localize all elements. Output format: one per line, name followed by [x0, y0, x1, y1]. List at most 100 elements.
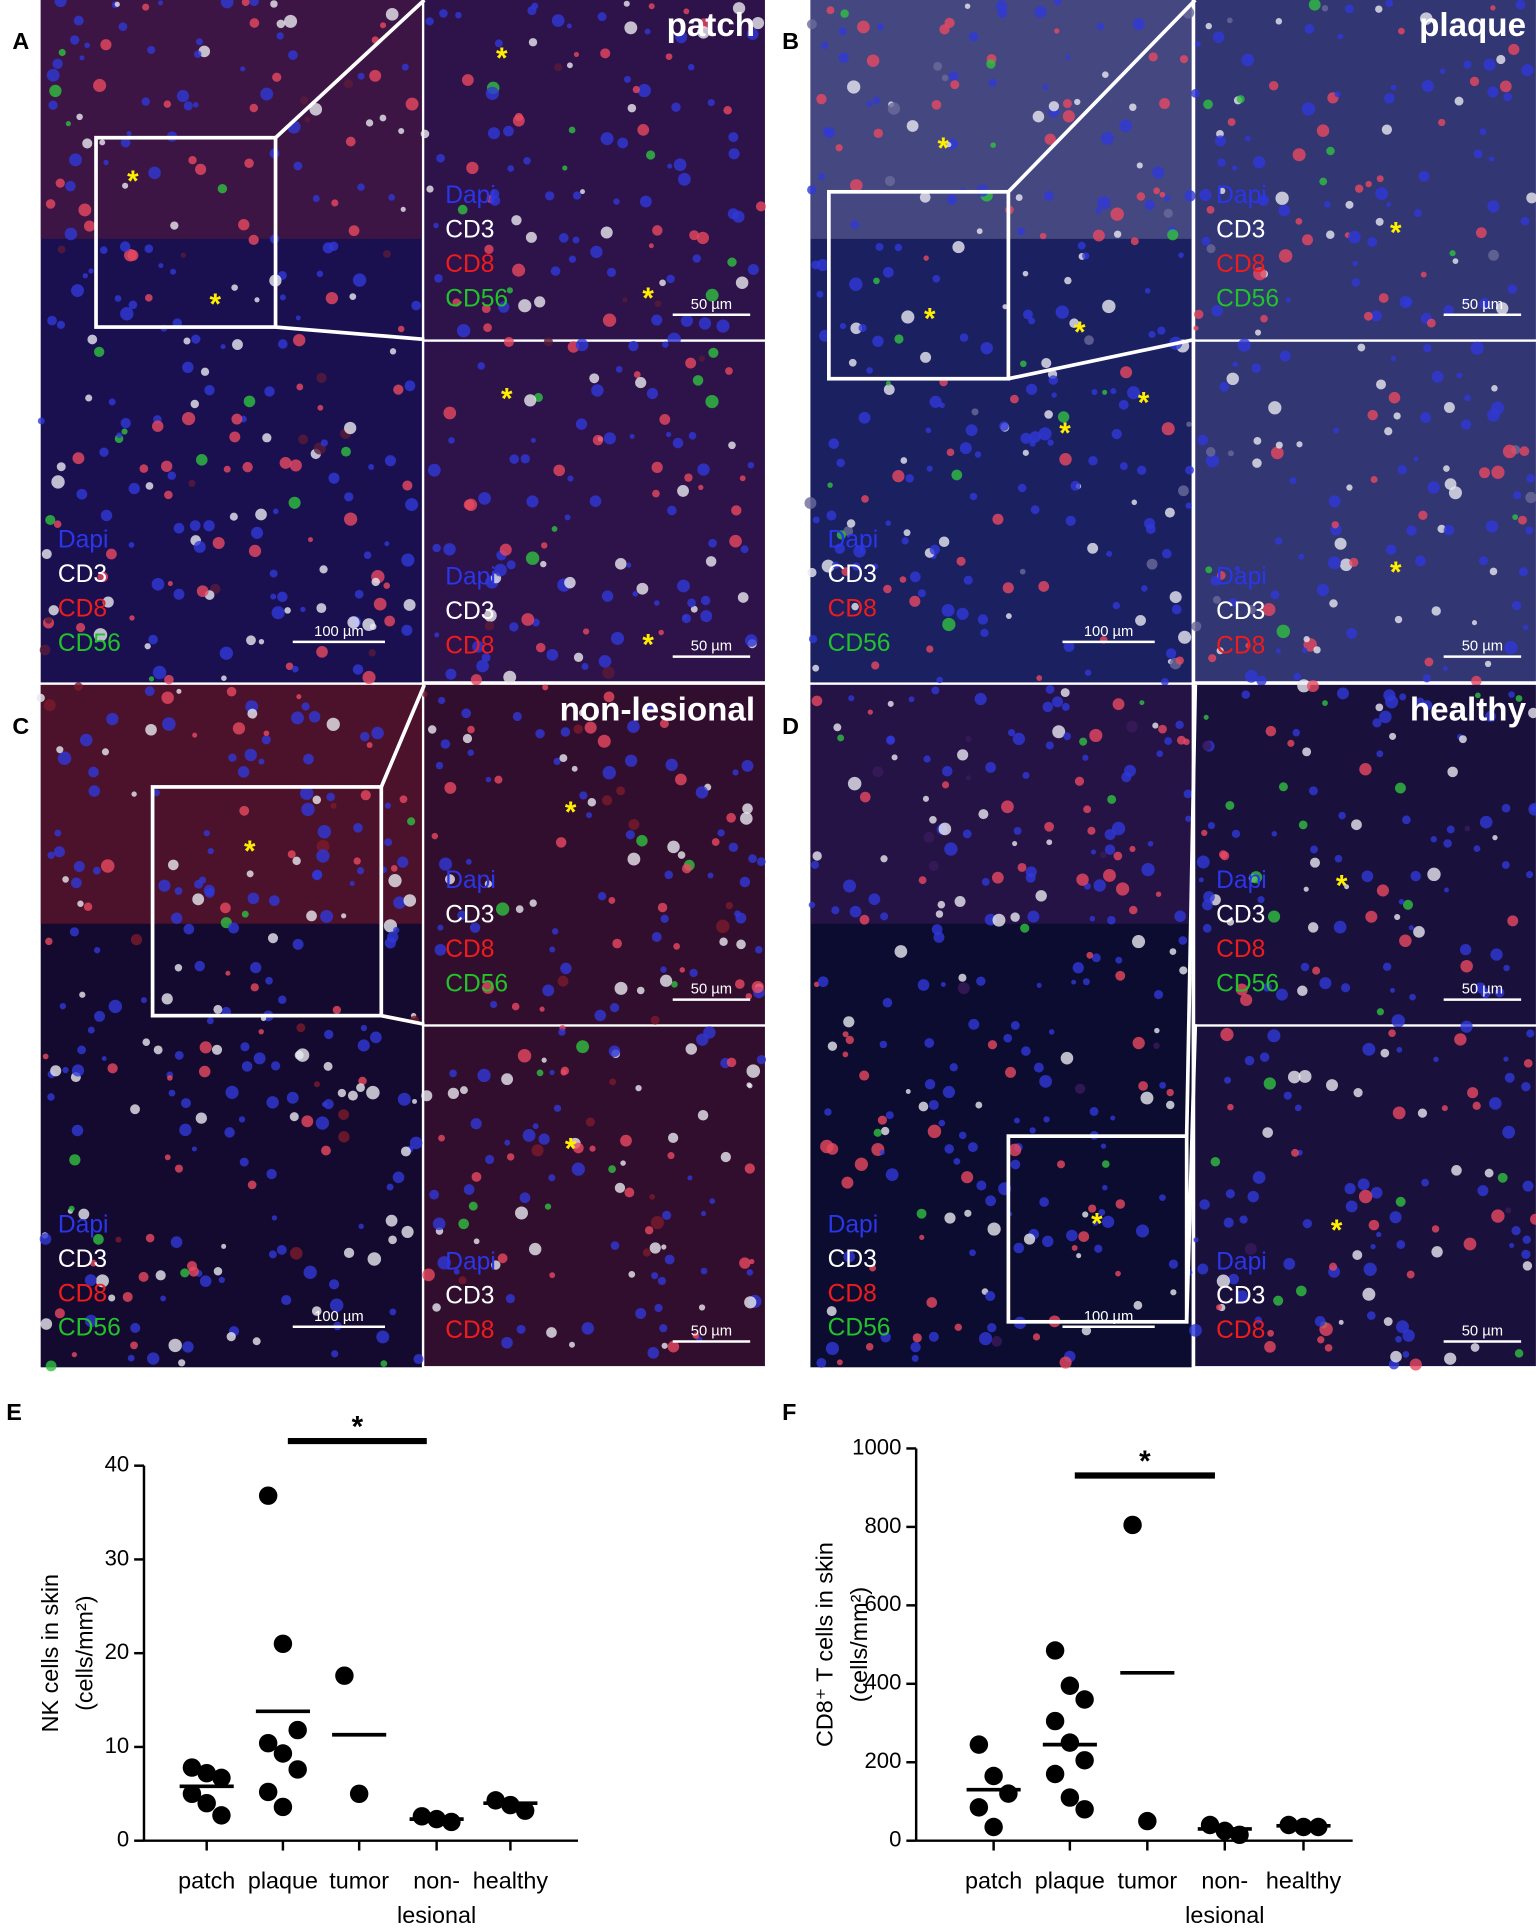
channel-label: CD8	[445, 251, 494, 278]
cell	[608, 1165, 616, 1173]
cell	[463, 499, 475, 511]
cell	[880, 1332, 891, 1343]
cell	[1231, 165, 1238, 171]
cell	[658, 629, 664, 636]
cell	[1029, 1127, 1036, 1134]
cell	[56, 462, 66, 472]
cell	[221, 1243, 227, 1249]
cell	[986, 59, 996, 69]
cell	[1102, 389, 1108, 395]
cell	[213, 1004, 223, 1014]
cell	[1091, 953, 1101, 963]
cell	[1302, 1218, 1312, 1229]
cell	[917, 979, 930, 991]
cell	[242, 461, 253, 473]
cell	[1226, 17, 1233, 24]
cell	[903, 529, 911, 537]
channel-label: CD3	[1216, 598, 1265, 625]
cell	[612, 938, 622, 949]
cell	[578, 709, 586, 717]
cell	[840, 9, 849, 18]
cell	[72, 452, 85, 465]
cell	[313, 1081, 320, 1088]
y-tick-label: 20	[105, 1639, 130, 1664]
cell	[1379, 710, 1392, 724]
cell	[1119, 462, 1128, 471]
cell	[155, 1270, 166, 1281]
cell	[170, 912, 183, 924]
cell	[286, 1091, 299, 1104]
cell	[1528, 802, 1536, 816]
cell	[1241, 53, 1255, 67]
cell	[1005, 1066, 1017, 1078]
cell	[1136, 1224, 1150, 1238]
channel-label: CD8	[1216, 936, 1265, 963]
cell	[726, 812, 736, 823]
cell	[56, 320, 66, 329]
cell	[1388, 1029, 1396, 1037]
cell	[821, 559, 835, 573]
cell	[477, 1068, 491, 1083]
cell	[1278, 249, 1293, 263]
cell	[1217, 158, 1226, 167]
cell	[349, 293, 357, 300]
cell	[369, 69, 382, 82]
cell	[667, 1152, 675, 1160]
x-tick-label: healthy	[473, 1868, 549, 1894]
cell	[847, 776, 862, 791]
cell	[597, 12, 607, 22]
cell	[1394, 913, 1401, 921]
cell	[1027, 910, 1040, 923]
cell	[524, 394, 537, 407]
cell	[1216, 1304, 1223, 1311]
cell	[1195, 41, 1201, 47]
zoom-line	[1184, 684, 1198, 1137]
cell	[316, 849, 330, 863]
cell	[1205, 447, 1216, 457]
cell	[271, 1215, 278, 1221]
cell	[1431, 1225, 1440, 1233]
cell	[476, 659, 489, 673]
cell	[262, 433, 272, 443]
cell	[203, 829, 210, 837]
cell	[661, 1342, 668, 1349]
cell	[1179, 55, 1189, 64]
cell	[183, 337, 191, 345]
cell	[71, 1124, 84, 1137]
cell	[399, 795, 408, 804]
cell	[384, 455, 397, 467]
cell	[79, 55, 85, 61]
cell	[673, 158, 687, 172]
cell	[807, 567, 817, 578]
scale-label: 50 µm	[691, 639, 732, 655]
cell	[116, 432, 123, 439]
cell	[1309, 857, 1321, 868]
cell	[985, 762, 997, 773]
cell	[901, 310, 915, 324]
cell	[130, 1322, 141, 1333]
cell	[228, 753, 237, 762]
cell	[1421, 1178, 1429, 1187]
cell	[1496, 54, 1506, 65]
cell	[883, 584, 892, 594]
cell	[1179, 966, 1188, 975]
cell	[592, 434, 604, 446]
cell	[1418, 170, 1430, 182]
cell	[1310, 845, 1318, 854]
cell	[1413, 925, 1425, 938]
cell	[252, 1337, 261, 1346]
cell	[289, 459, 302, 472]
cell	[1185, 815, 1192, 822]
cell	[462, 733, 473, 744]
cell	[1394, 782, 1406, 794]
zoom-box	[150, 785, 384, 1018]
cell	[1402, 899, 1414, 910]
cell	[1271, 831, 1278, 837]
cell	[438, 1134, 445, 1142]
scale-label: 100 µm	[1084, 624, 1134, 640]
cell	[130, 1104, 140, 1115]
cell	[1141, 585, 1148, 592]
cell	[688, 431, 697, 440]
cell	[637, 83, 651, 98]
cell	[882, 266, 894, 278]
